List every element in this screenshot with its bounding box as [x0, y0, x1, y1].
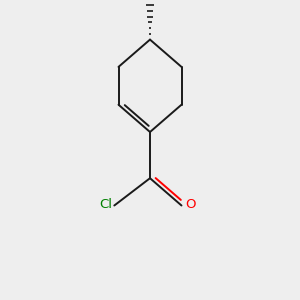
Text: O: O: [185, 198, 196, 211]
Text: Cl: Cl: [99, 198, 112, 211]
